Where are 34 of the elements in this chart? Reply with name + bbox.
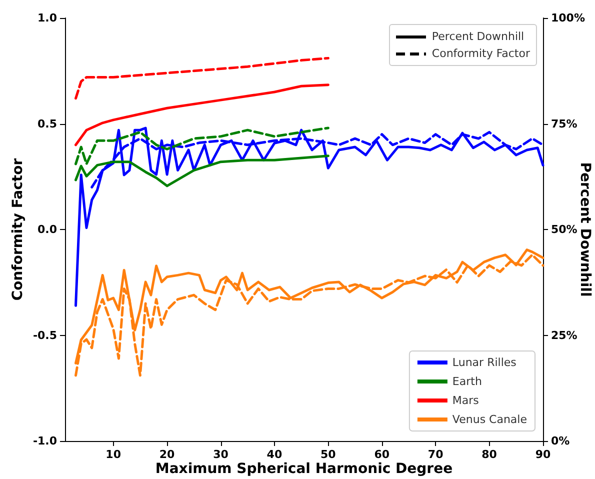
line-series [74,126,544,307]
y-tick-label: -1.0 [32,434,58,448]
x-axis-title: Maximum Spherical Harmonic Degree [155,461,453,477]
x-tick-label: 70 [428,448,444,461]
y-tick-label: 0.5 [38,117,57,130]
line-series [74,154,330,188]
annotation: Percent Downhill [432,30,524,43]
y2-tick-label: 50% [551,223,578,236]
line-series [74,56,330,100]
y-tick-label: -0.5 [32,328,57,342]
x-tick-label: 40 [266,448,282,461]
x-tick-label: 80 [482,448,498,461]
legend-label: Lunar Rilles [452,356,517,369]
legend-label: Earth [452,375,482,388]
x-tick-label: 50 [320,448,336,461]
y2-tick-label: 25% [551,328,578,342]
y-axis-title: Conformity Factor [10,158,26,301]
y2-axis-title: Percent Downhill [577,162,593,297]
line-series [74,126,330,166]
y2-tick-label: 0% [551,434,570,448]
style-key-box: Percent Downhill Conformity Factor [388,24,537,66]
y-tick-label: 1.0 [38,12,58,24]
line-series [74,84,330,146]
legend-label: Venus Canale [452,413,528,426]
y-tick-label: 0.0 [38,223,58,236]
x-tick-label: 20 [159,448,176,461]
y2-tick-label: 100% [551,12,585,24]
x-tick-label: 90 [535,448,551,461]
y2-tick-label: 75% [551,117,578,130]
x-tick-label: 60 [374,448,390,461]
legend-label: Mars [452,394,480,407]
x-tick-label: 10 [106,448,122,461]
x-tick-label: 30 [213,448,229,461]
annotation: Conformity Factor [432,47,530,60]
